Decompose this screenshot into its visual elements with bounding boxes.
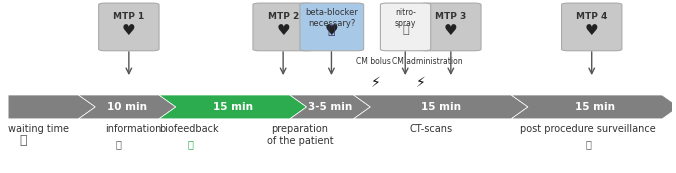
Text: 15 min: 15 min [575, 102, 615, 112]
FancyBboxPatch shape [420, 3, 481, 51]
Polygon shape [159, 95, 307, 119]
Text: 🧴: 🧴 [402, 25, 409, 35]
Text: 👥: 👥 [116, 139, 122, 149]
Text: information: information [105, 124, 162, 134]
FancyBboxPatch shape [381, 3, 431, 51]
Polygon shape [511, 95, 676, 119]
Polygon shape [354, 95, 528, 119]
Text: MTP 3: MTP 3 [435, 12, 466, 21]
Text: ⚡: ⚡ [371, 76, 381, 90]
FancyBboxPatch shape [300, 3, 364, 51]
Text: nitro-
spray: nitro- spray [395, 8, 416, 28]
Text: ♥: ♥ [276, 23, 290, 38]
Text: CT-scans: CT-scans [409, 124, 452, 134]
Text: ♥: ♥ [585, 23, 598, 38]
Text: 15 min: 15 min [420, 102, 461, 112]
Text: post procedure surveillance: post procedure surveillance [521, 124, 656, 134]
Text: ⚡: ⚡ [416, 76, 425, 90]
Text: CM bolus: CM bolus [356, 57, 391, 66]
Text: beta-blocker
necessary?: beta-blocker necessary? [306, 8, 358, 28]
Text: preparation
of the patient: preparation of the patient [266, 124, 333, 145]
Text: MTP 1: MTP 1 [113, 12, 145, 21]
Polygon shape [290, 95, 370, 119]
Text: 10 min: 10 min [107, 102, 147, 112]
Text: MTP 2: MTP 2 [268, 12, 299, 21]
Text: 15 min: 15 min [213, 102, 253, 112]
Text: 💉: 💉 [328, 24, 335, 37]
FancyBboxPatch shape [253, 3, 314, 51]
Text: ⧗: ⧗ [19, 134, 26, 147]
FancyBboxPatch shape [99, 3, 159, 51]
Text: ♥: ♥ [444, 23, 458, 38]
Text: CM administration: CM administration [392, 57, 462, 66]
Text: 3-5 min: 3-5 min [308, 102, 352, 112]
Text: waiting time: waiting time [8, 124, 69, 134]
Text: MTP 4: MTP 4 [576, 12, 608, 21]
Text: 🤲: 🤲 [188, 139, 193, 149]
Text: ♥: ♥ [122, 23, 136, 38]
Polygon shape [78, 95, 176, 119]
Polygon shape [8, 95, 95, 119]
Text: ♥: ♥ [325, 23, 339, 38]
FancyBboxPatch shape [562, 3, 622, 51]
Text: 🩺: 🩺 [585, 139, 592, 149]
Text: biofeedback: biofeedback [160, 124, 219, 134]
